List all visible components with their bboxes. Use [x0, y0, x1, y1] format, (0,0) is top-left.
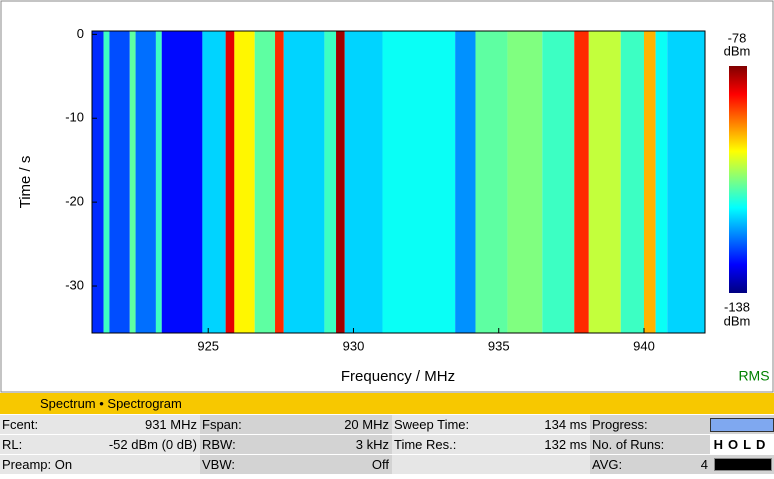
- x-tick-label: 940: [633, 338, 655, 353]
- label: Sweep Time:: [394, 417, 470, 432]
- spectrogram-column: [283, 31, 325, 333]
- spectrogram-column: [103, 31, 110, 333]
- x-tick-label: 930: [343, 338, 365, 353]
- colorbar-unit: dBm: [724, 43, 751, 58]
- spectrogram-column: [655, 31, 668, 333]
- spectrogram-column: [225, 31, 235, 333]
- label: RBW:: [202, 437, 236, 452]
- colorbar-min: -138: [724, 299, 750, 314]
- chart: Frequency / MHz Time / s -78 dBm -138 dB…: [0, 0, 774, 393]
- plot-frame: [91, 30, 706, 334]
- spectrogram-column: [254, 31, 276, 333]
- label: Preamp: On: [2, 457, 73, 472]
- panel-title: Spectrum • Spectrogram: [0, 393, 774, 414]
- spectrogram-column: [92, 31, 104, 333]
- label: Time Res.:: [394, 437, 457, 452]
- spectrogram-column: [344, 31, 383, 333]
- value: -52 dBm (0 dB): [108, 437, 197, 452]
- spectrogram-column: [588, 31, 621, 333]
- x-tick-label: 935: [488, 338, 510, 353]
- spectrogram-column: [109, 31, 130, 333]
- spectrogram-column: [155, 31, 162, 333]
- spectrogram-column: [455, 31, 476, 333]
- spectrogram-column: [620, 31, 644, 333]
- value: 3 kHz: [355, 437, 389, 452]
- spectrogram-column: [234, 31, 255, 333]
- spectrogram-column: [507, 31, 543, 333]
- spectrogram-column: [574, 31, 589, 333]
- colorbar-max: -78: [728, 30, 747, 45]
- label: Fcent:: [2, 417, 39, 432]
- value: 134 ms: [544, 417, 587, 432]
- colorbar: [729, 66, 747, 293]
- avg-bar: [714, 458, 772, 471]
- spectrogram-column: [475, 31, 508, 333]
- status-panel: Spectrum • Spectrogram Fcent: 931 MHz Fsp…: [0, 393, 774, 479]
- value: HOLD: [710, 435, 774, 454]
- label: Progress:: [592, 417, 648, 432]
- value: 132 ms: [544, 437, 587, 452]
- label: RL:: [2, 437, 23, 452]
- spectrogram-column: [275, 31, 284, 333]
- spectrogram-column: [382, 31, 456, 333]
- y-tick-label: -30: [65, 277, 84, 292]
- spectrogram-column: [129, 31, 136, 333]
- x-axis-label: Frequency / MHz: [341, 368, 455, 385]
- label: VBW:: [202, 457, 235, 472]
- y-tick-label: -20: [65, 194, 84, 209]
- value: Off: [371, 457, 389, 472]
- spectrogram-column: [643, 31, 656, 333]
- label: AVG:: [592, 457, 623, 472]
- progress-bar: [710, 418, 774, 432]
- value: 20 MHz: [344, 417, 389, 432]
- spectrogram-column: [324, 31, 337, 333]
- y-axis-label: Time / s: [17, 156, 34, 209]
- y-tick-label: 0: [77, 26, 84, 41]
- y-tick-label: -10: [65, 110, 84, 125]
- spectrogram-column: [202, 31, 226, 333]
- spectrogram-column: [542, 31, 575, 333]
- spectrogram-column: [135, 31, 156, 333]
- spectrogram-column: [336, 31, 345, 333]
- detector: RMS: [738, 368, 769, 384]
- colorbar-unit: dBm: [724, 313, 751, 328]
- spectrogram-column: [667, 31, 705, 333]
- value: 4: [700, 457, 708, 472]
- x-tick-label: 925: [197, 338, 219, 353]
- label: Fspan:: [202, 417, 242, 432]
- value: 931 MHz: [144, 417, 197, 432]
- spectrogram-column: [161, 31, 203, 333]
- label: No. of Runs:: [592, 437, 665, 452]
